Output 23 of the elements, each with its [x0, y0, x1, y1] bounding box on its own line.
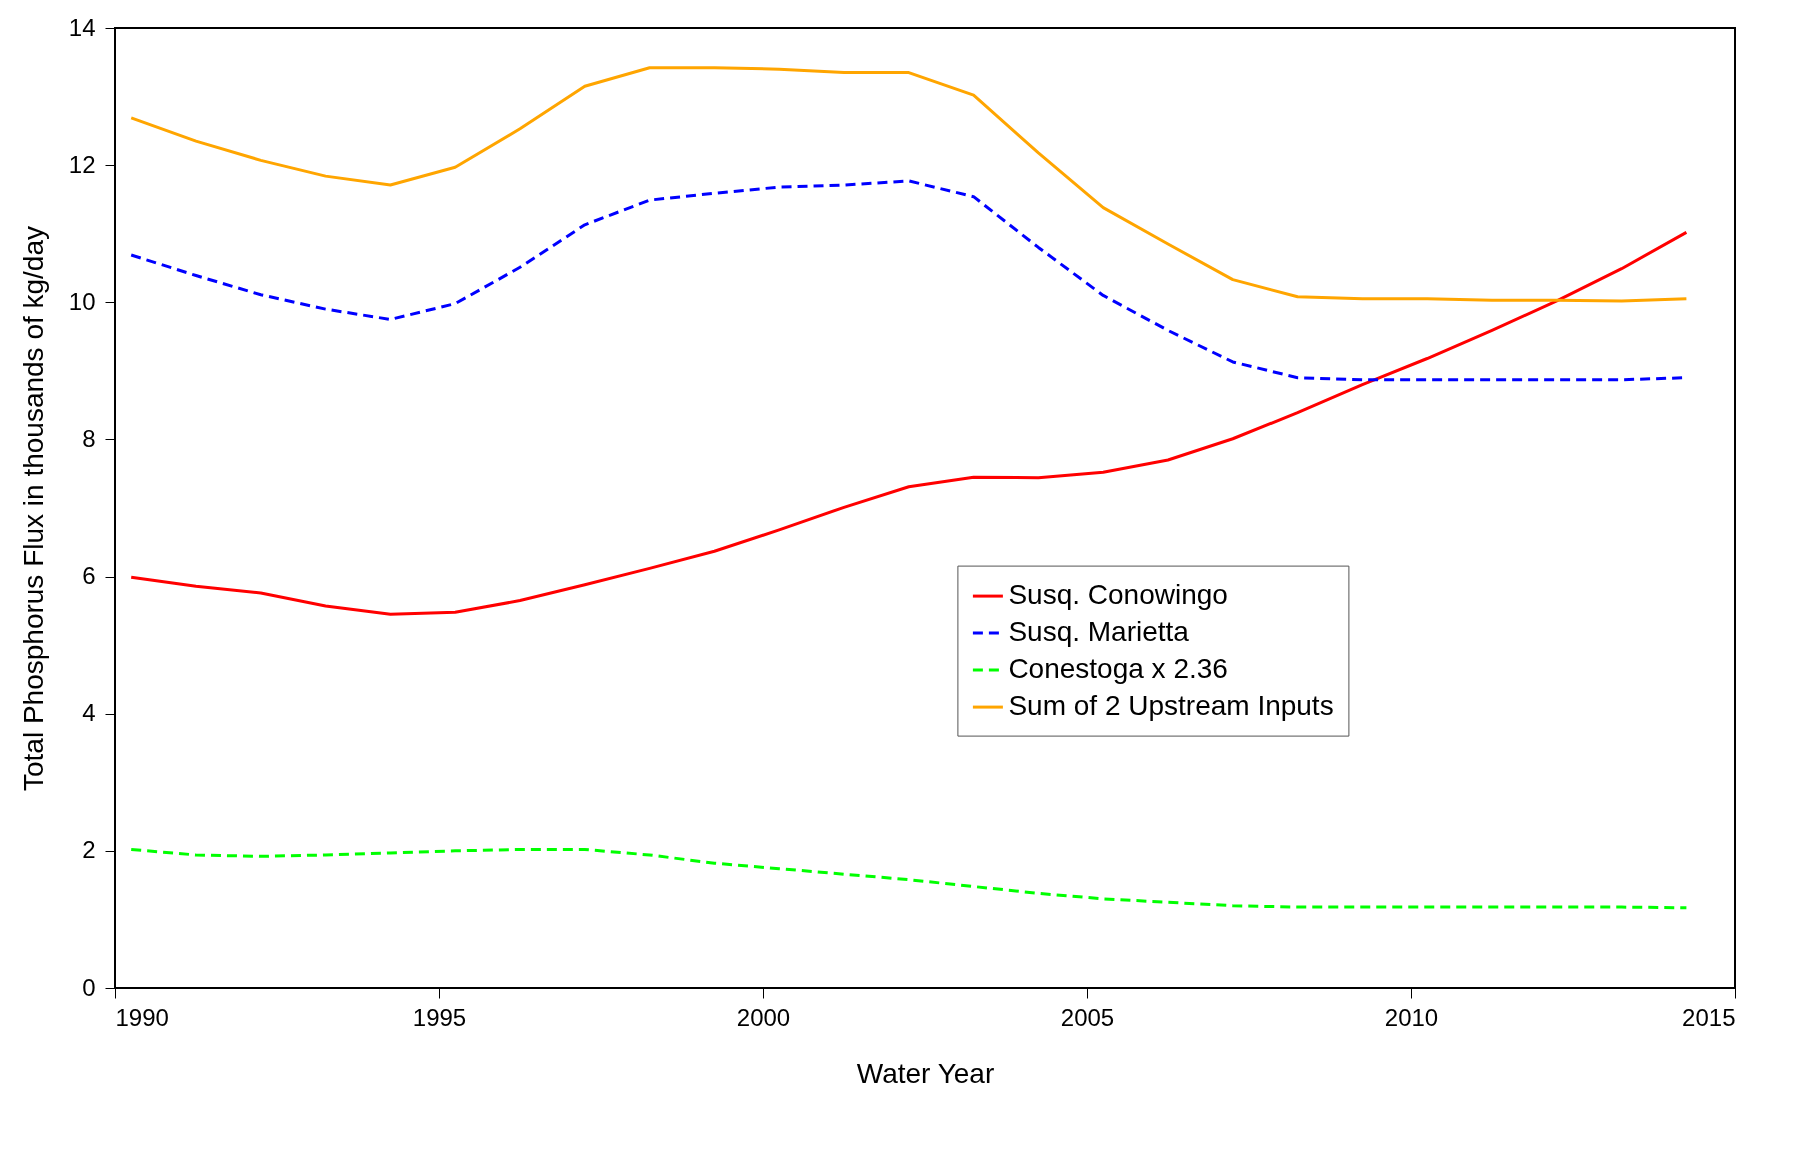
y-tick-label: 2 — [82, 836, 96, 864]
x-tick-label: 2010 — [1384, 1003, 1439, 1031]
legend-label: Conestoga x 2.36 — [1008, 653, 1228, 685]
line-series — [129, 847, 1688, 910]
x-tick-label: 2000 — [736, 1003, 791, 1031]
line-series — [129, 230, 1688, 616]
y-tick-label: 14 — [68, 13, 96, 41]
y-tick-label: 8 — [82, 424, 96, 452]
x-tick-label: 2015 — [1682, 1003, 1736, 1031]
x-tick-label: 1995 — [412, 1003, 467, 1031]
y-tick-label: 12 — [68, 150, 96, 178]
x-tick-label: 1990 — [115, 1003, 169, 1031]
y-axis-title: Total Phosphorus Flux in thousands of kg/day — [17, 225, 49, 792]
x-axis-title: Water Year — [856, 1057, 995, 1089]
legend-label: Susq. Conowingo — [1008, 579, 1228, 611]
legend-label: Sum of 2 Upstream Inputs — [1008, 690, 1334, 722]
y-tick-label: 4 — [82, 699, 96, 727]
y-tick-label: 0 — [82, 973, 96, 1001]
y-tick-label: 6 — [82, 562, 96, 590]
y-tick-label: 10 — [68, 287, 96, 315]
line-series — [129, 66, 1688, 303]
x-tick-label: 2005 — [1060, 1003, 1115, 1031]
legend-label: Susq. Marietta — [1008, 616, 1190, 648]
